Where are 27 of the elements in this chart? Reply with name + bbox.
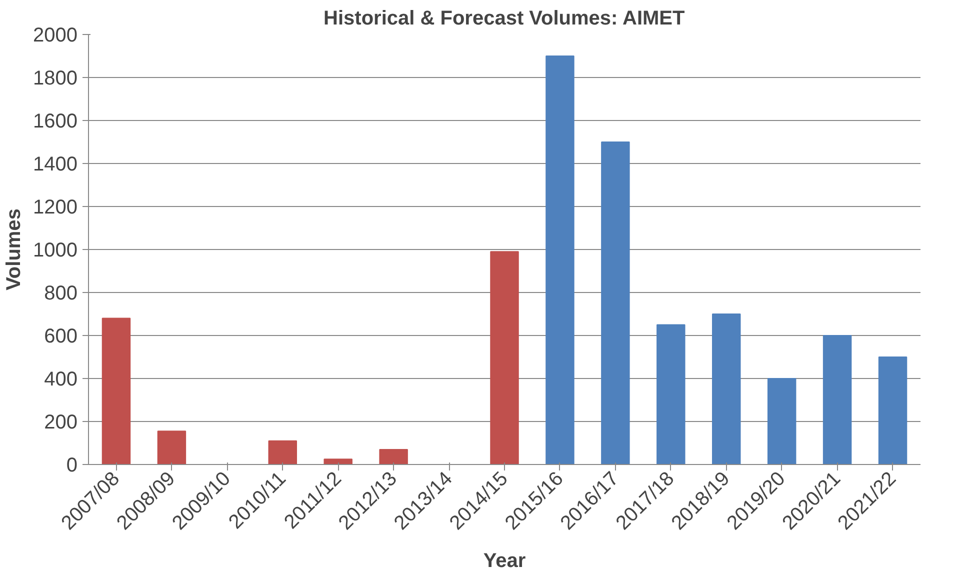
bar bbox=[822, 335, 852, 464]
y-tick-label: 2000 bbox=[33, 24, 78, 46]
y-tick-label: 1800 bbox=[33, 68, 78, 90]
bar bbox=[157, 430, 186, 464]
y-tick-label: 1200 bbox=[33, 196, 78, 218]
chart-title: Historical & Forecast Volumes: AIMET bbox=[324, 8, 685, 30]
y-tick-label: 200 bbox=[44, 412, 78, 434]
bar bbox=[601, 142, 630, 464]
y-axis-title: Volumes bbox=[3, 208, 26, 290]
y-tick-label: 600 bbox=[44, 326, 78, 348]
bar bbox=[490, 251, 519, 464]
y-tick-label: 400 bbox=[44, 368, 78, 390]
bar bbox=[379, 448, 408, 464]
bar bbox=[767, 378, 796, 464]
y-tick-label: 1000 bbox=[33, 240, 78, 262]
bar bbox=[268, 440, 297, 464]
bar bbox=[712, 314, 741, 464]
bar bbox=[656, 324, 686, 464]
bar bbox=[546, 56, 574, 464]
y-tick-label: 1400 bbox=[33, 154, 78, 176]
bar bbox=[878, 356, 908, 464]
y-tick-label: 0 bbox=[66, 454, 78, 476]
bar bbox=[102, 318, 131, 464]
x-axis-title: Year bbox=[483, 550, 526, 572]
y-tick-label: 800 bbox=[44, 282, 78, 304]
bar bbox=[324, 458, 352, 464]
y-tick-label: 1600 bbox=[33, 110, 78, 132]
